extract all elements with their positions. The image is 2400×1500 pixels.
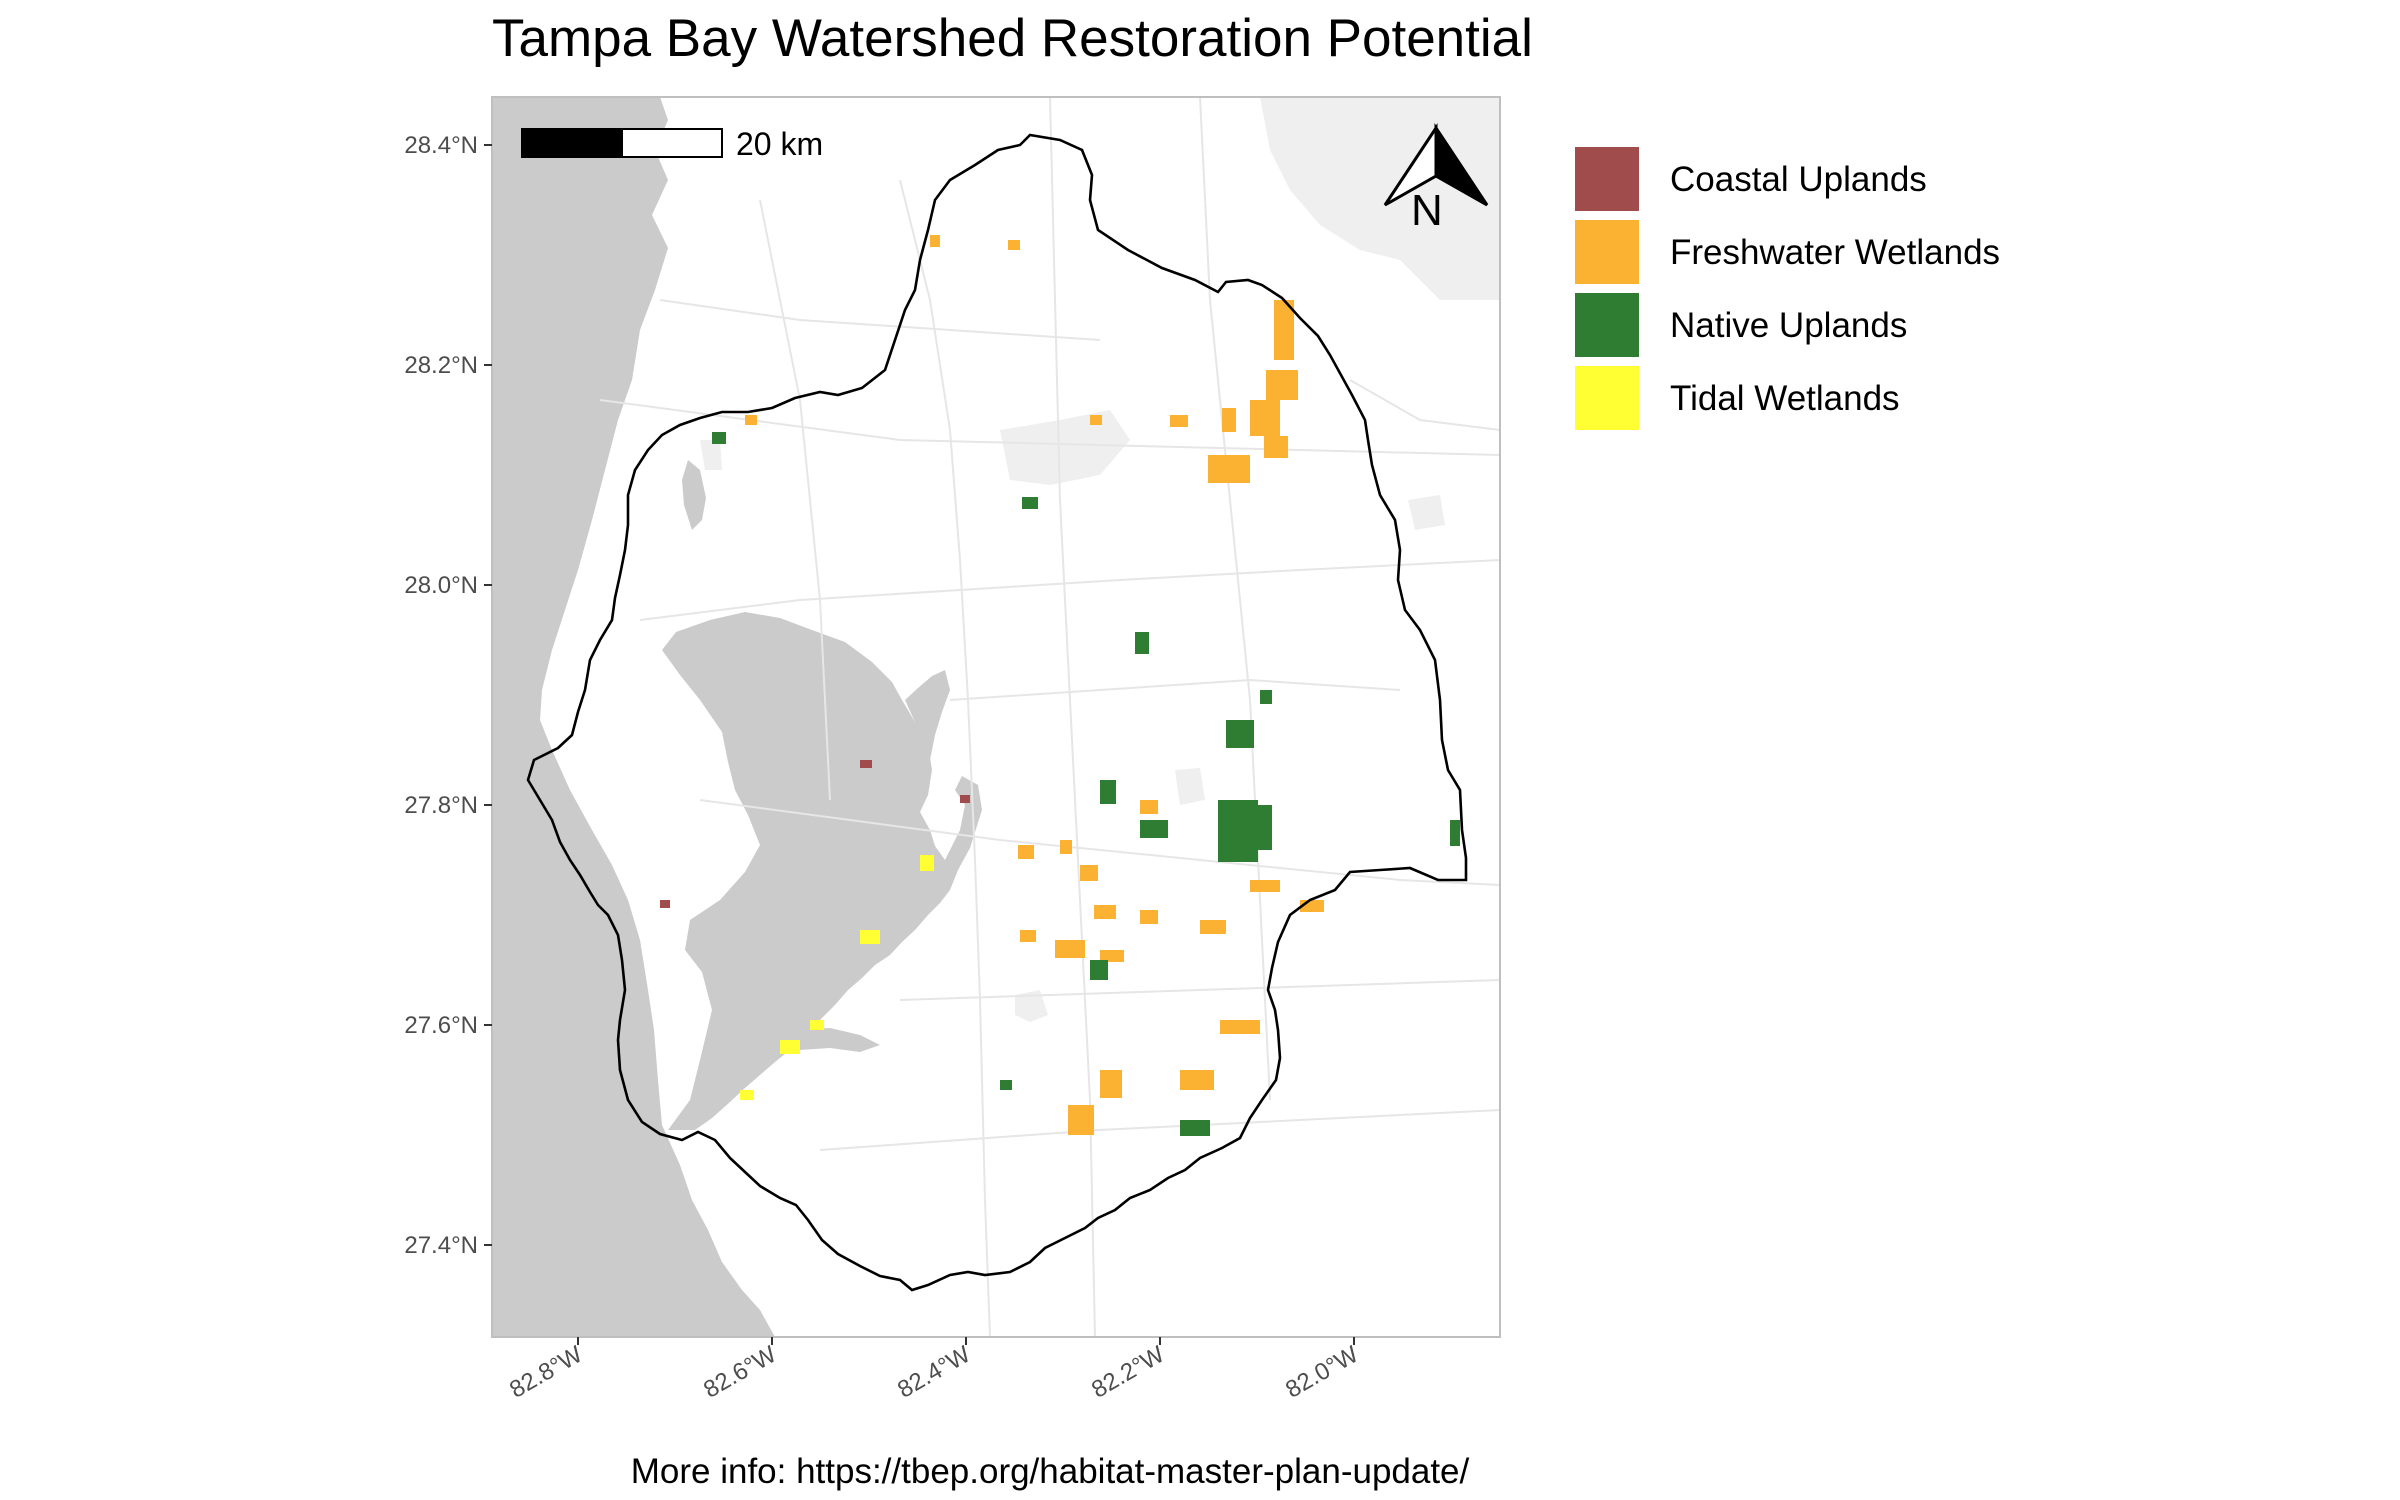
footer-link-text: More info: https://tbep.org/habitat-mast… <box>630 1452 1470 1491</box>
map-panel-border <box>491 96 1501 1338</box>
lat-tick-label: 28.4°N <box>404 132 478 159</box>
urban-area <box>1015 990 1048 1022</box>
urban-area <box>1000 410 1130 485</box>
legend-swatch <box>1573 218 1641 286</box>
urban-area <box>700 440 722 470</box>
north-arrow: N <box>1383 123 1489 235</box>
north-arrow-letter: N <box>1411 186 1443 235</box>
lat-tick-label: 27.6°N <box>404 1012 478 1039</box>
legend-label: Native Uplands <box>1670 306 1907 345</box>
lat-tick-label: 27.8°N <box>404 792 478 819</box>
lat-tick-label: 27.4°N <box>404 1232 478 1259</box>
lon-tick-label: 82.8°W <box>505 1341 587 1404</box>
page-title: Tampa Bay Watershed Restoration Potentia… <box>492 9 1533 68</box>
legend-swatch <box>1573 364 1641 432</box>
tidal-wetlands-patches <box>740 855 934 1100</box>
native-uplands-patches <box>712 432 1460 1136</box>
map-panel <box>492 97 1500 1337</box>
lat-tick-label: 28.0°N <box>404 572 478 599</box>
legend-label: Tidal Wetlands <box>1670 379 1900 418</box>
lake-tarpon <box>682 460 706 530</box>
watershed-boundary <box>526 133 1468 1292</box>
gulf-water <box>492 97 775 1337</box>
tampa-bay-water <box>662 612 982 1130</box>
lon-tick-label: 82.0°W <box>1281 1341 1363 1404</box>
hillsborough-bay-water <box>905 670 950 760</box>
urban-area <box>1408 495 1445 530</box>
legend-label: Freshwater Wetlands <box>1670 233 2000 272</box>
lon-tick-label: 82.6°W <box>699 1341 781 1404</box>
coastal-uplands-patches <box>660 760 970 908</box>
road-network <box>599 97 1500 1337</box>
legend-label: Coastal Uplands <box>1670 160 1927 199</box>
legend: Coastal Uplands Freshwater Wetlands Native… <box>1573 145 2000 432</box>
north-arrow-right <box>1434 123 1489 207</box>
legend-swatch <box>1573 291 1641 359</box>
scale-bar-white <box>621 128 723 158</box>
lat-tick-label: 28.2°N <box>404 352 478 379</box>
lon-axis: 82.8°W 82.6°W 82.4°W 82.2°W 82.0°W <box>505 1337 1363 1404</box>
scale-bar: 20 km <box>521 126 823 162</box>
urban-area <box>1175 768 1205 805</box>
lon-tick-label: 82.4°W <box>893 1341 975 1404</box>
freshwater-wetlands-patches <box>745 235 1324 1135</box>
scale-bar-black <box>521 128 623 158</box>
legend-swatch <box>1573 145 1641 213</box>
scale-bar-label: 20 km <box>736 126 823 162</box>
lon-tick-label: 82.2°W <box>1087 1341 1169 1404</box>
lat-axis: 28.4°N 28.2°N 28.0°N 27.8°N 27.6°N 27.4°N <box>404 132 492 1259</box>
